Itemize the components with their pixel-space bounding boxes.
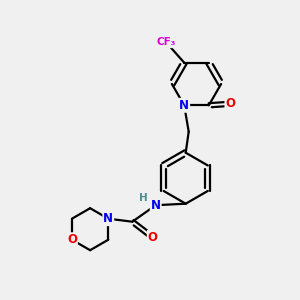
Text: H: H: [139, 193, 148, 203]
Text: CF₃: CF₃: [157, 37, 176, 47]
Text: O: O: [67, 233, 77, 246]
Text: O: O: [148, 231, 158, 244]
Text: N: N: [179, 99, 189, 112]
Text: N: N: [151, 199, 161, 212]
Text: O: O: [225, 97, 236, 110]
Text: N: N: [103, 212, 113, 225]
